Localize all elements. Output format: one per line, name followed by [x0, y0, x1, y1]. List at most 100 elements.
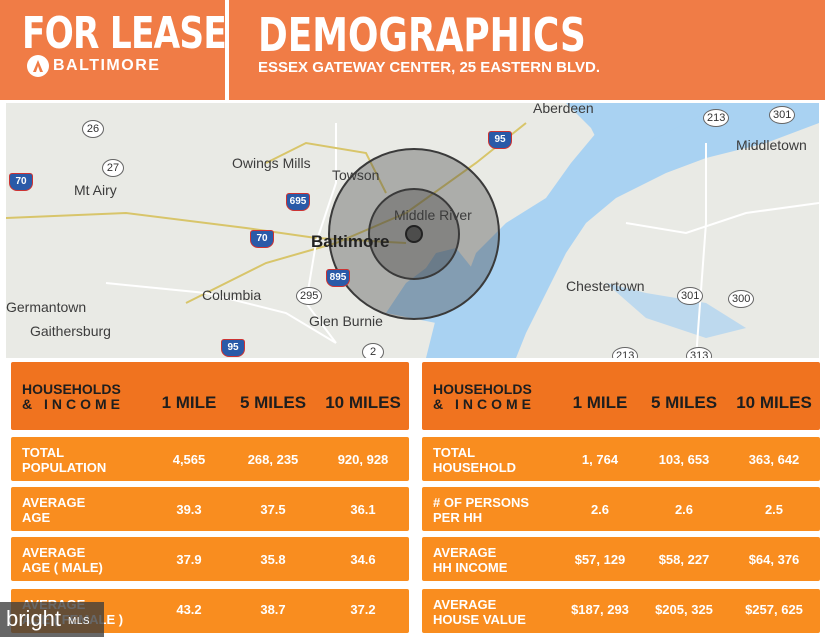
row-label: TOTAL HOUSEHOLD — [433, 445, 516, 475]
column-header-1-mile: 1 MILE — [572, 393, 628, 412]
cell-1-mile: 43.2 — [176, 602, 202, 617]
interstate-shield-695: 695 — [286, 193, 310, 211]
row-label-line2: HOUSE VALUE — [433, 612, 526, 627]
table-header-label: HOUSEHOLDS & INCOME — [433, 382, 535, 412]
header-label-line1: HOUSEHOLDS — [433, 381, 532, 397]
interstate-shield-70: 70 — [9, 173, 33, 191]
cell-5-miles: 268, 235 — [247, 452, 299, 467]
interstate-shield-95-north: 95 — [488, 131, 512, 149]
watermark-suffix: MLS — [68, 616, 91, 627]
row-label-line1: # OF PERSONS — [433, 495, 530, 510]
row-label-line1: TOTAL — [433, 445, 476, 460]
page-header: FOR LEASE BALTIMORE DEMOGRAPHICS ESSEX G… — [0, 0, 825, 100]
map-label-towson: Towson — [332, 167, 380, 183]
cell-1-mile: 2.6 — [590, 502, 610, 517]
row-label-line2: HH INCOME — [433, 560, 508, 575]
column-header-1-mile: 1 MILE — [161, 393, 217, 412]
map-label-chestertown: Chestertown — [566, 278, 645, 294]
route-shield-26: 26 — [82, 120, 104, 138]
for-lease-title: FOR LEASE — [22, 8, 227, 59]
row-label-line1: AVERAGE — [433, 597, 497, 612]
table-row-average-house-value: AVERAGE HOUSE VALUE $187, 293 $205, 325 … — [422, 589, 820, 633]
row-label-line1: TOTAL — [22, 445, 65, 460]
map-label-middle-river: Middle River — [394, 207, 472, 223]
route-shield-2: 2 — [362, 343, 384, 358]
header-label-line2: & INCOME — [433, 396, 535, 412]
logo-text: BALTIMORE — [53, 57, 161, 74]
route-shield-295: 295 — [296, 287, 323, 305]
route-shield-27: 27 — [102, 159, 124, 177]
map-label-germantown: Germantown — [6, 299, 87, 315]
cell-10-miles: 36.1 — [350, 502, 376, 517]
table-row-total-population: TOTAL POPULATION 4,565 268, 235 920, 928 — [11, 437, 409, 481]
cell-10-miles: $64, 376 — [748, 552, 800, 567]
column-header-10-miles: 10 MILES — [325, 393, 401, 412]
row-label: AVERAGE HH INCOME — [433, 545, 507, 575]
cell-10-miles: 37.2 — [350, 602, 376, 617]
column-header-5-miles: 5 MILES — [650, 393, 718, 412]
route-shield-301-south: 301 — [677, 287, 704, 305]
row-label-line2: AGE ( MALE) — [22, 560, 103, 575]
cell-10-miles: 34.6 — [350, 552, 376, 567]
row-label: AVERAGE AGE — [22, 495, 85, 525]
table-row-persons-per-hh: # OF PERSONS PER HH 2.6 2.6 2.5 — [422, 487, 820, 531]
map-label-glen-burnie: Glen Burnie — [309, 313, 383, 329]
cell-10-miles: $257, 625 — [745, 602, 803, 617]
row-label: # OF PERSONS PER HH — [433, 495, 529, 525]
map-label-gaithersburg: Gaithersburg — [30, 323, 111, 339]
cell-5-miles: 38.7 — [260, 602, 286, 617]
cell-1-mile: 1, 764 — [581, 452, 619, 467]
cell-5-miles: 35.8 — [260, 552, 286, 567]
interstate-shield-895: 895 — [326, 269, 350, 287]
location-map[interactable]: Aberdeen Middletown Owings Mills Towson … — [6, 103, 819, 358]
row-label-line2: AGE — [22, 510, 51, 525]
row-label-line1: AVERAGE — [433, 545, 497, 560]
one-mile-ring — [405, 225, 423, 243]
table-header-row: HOUSEHOLDS & INCOME 1 MILE 5 MILES 10 MI… — [11, 362, 409, 430]
route-shield-301-north: 301 — [769, 106, 796, 124]
route-shield-213-north: 213 — [703, 109, 730, 127]
map-label-owings-mills: Owings Mills — [232, 155, 311, 171]
cell-5-miles: 103, 653 — [658, 452, 710, 467]
column-header-10-miles: 10 MILES — [736, 393, 812, 412]
table-row-average-age: AVERAGE AGE 39.3 37.5 36.1 — [11, 487, 409, 531]
cell-1-mile: 39.3 — [176, 502, 202, 517]
cell-5-miles: $205, 325 — [655, 602, 713, 617]
cell-10-miles: 363, 642 — [748, 452, 800, 467]
section-title: DEMOGRAPHICS — [258, 8, 586, 62]
interstate-shield-70-east: 70 — [250, 230, 274, 248]
row-label-line1: AVERAGE — [22, 545, 86, 560]
row-label-line2: POPULATION — [22, 460, 107, 475]
cell-1-mile: 37.9 — [176, 552, 202, 567]
table-header-row: HOUSEHOLDS & INCOME 1 MILE 5 MILES 10 MI… — [422, 362, 820, 430]
table-header-label: HOUSEHOLDS & INCOME — [22, 382, 124, 412]
row-label: TOTAL POPULATION — [22, 445, 106, 475]
logo-emblem-icon — [27, 55, 49, 77]
baltimore-logo: BALTIMORE — [27, 55, 160, 77]
header-divider — [225, 0, 229, 100]
header-label-line2: & INCOME — [22, 396, 124, 412]
cell-10-miles: 920, 928 — [337, 452, 389, 467]
watermark-brand: bright — [6, 606, 62, 631]
row-label-line2: PER HH — [433, 510, 483, 525]
header-label-line1: HOUSEHOLDS — [22, 381, 121, 397]
row-label-line2: HOUSEHOLD — [433, 460, 517, 475]
map-label-aberdeen: Aberdeen — [533, 103, 594, 116]
map-label-columbia: Columbia — [202, 287, 262, 303]
cell-5-miles: $58, 227 — [658, 552, 710, 567]
row-label: AVERAGE AGE ( MALE) — [22, 545, 103, 575]
table-row-average-hh-income: AVERAGE HH INCOME $57, 129 $58, 227 $64,… — [422, 537, 820, 581]
cell-1-mile: 4,565 — [172, 452, 206, 467]
column-header-5-miles: 5 MILES — [239, 393, 307, 412]
row-label-line1: AVERAGE — [22, 495, 86, 510]
cell-5-miles: 2.6 — [674, 502, 694, 517]
cell-1-mile: $57, 129 — [574, 552, 626, 567]
property-address: ESSEX GATEWAY CENTER, 25 EASTERN BLVD. — [258, 59, 601, 76]
route-shield-300: 300 — [728, 290, 755, 308]
map-label-middletown: Middletown — [736, 137, 807, 153]
interstate-shield-95-south: 95 — [221, 339, 245, 357]
row-label: AVERAGE HOUSE VALUE — [433, 597, 526, 627]
cell-10-miles: 2.5 — [764, 502, 784, 517]
map-label-baltimore: Baltimore — [311, 232, 390, 251]
for-lease-block: FOR LEASE BALTIMORE — [0, 0, 227, 100]
